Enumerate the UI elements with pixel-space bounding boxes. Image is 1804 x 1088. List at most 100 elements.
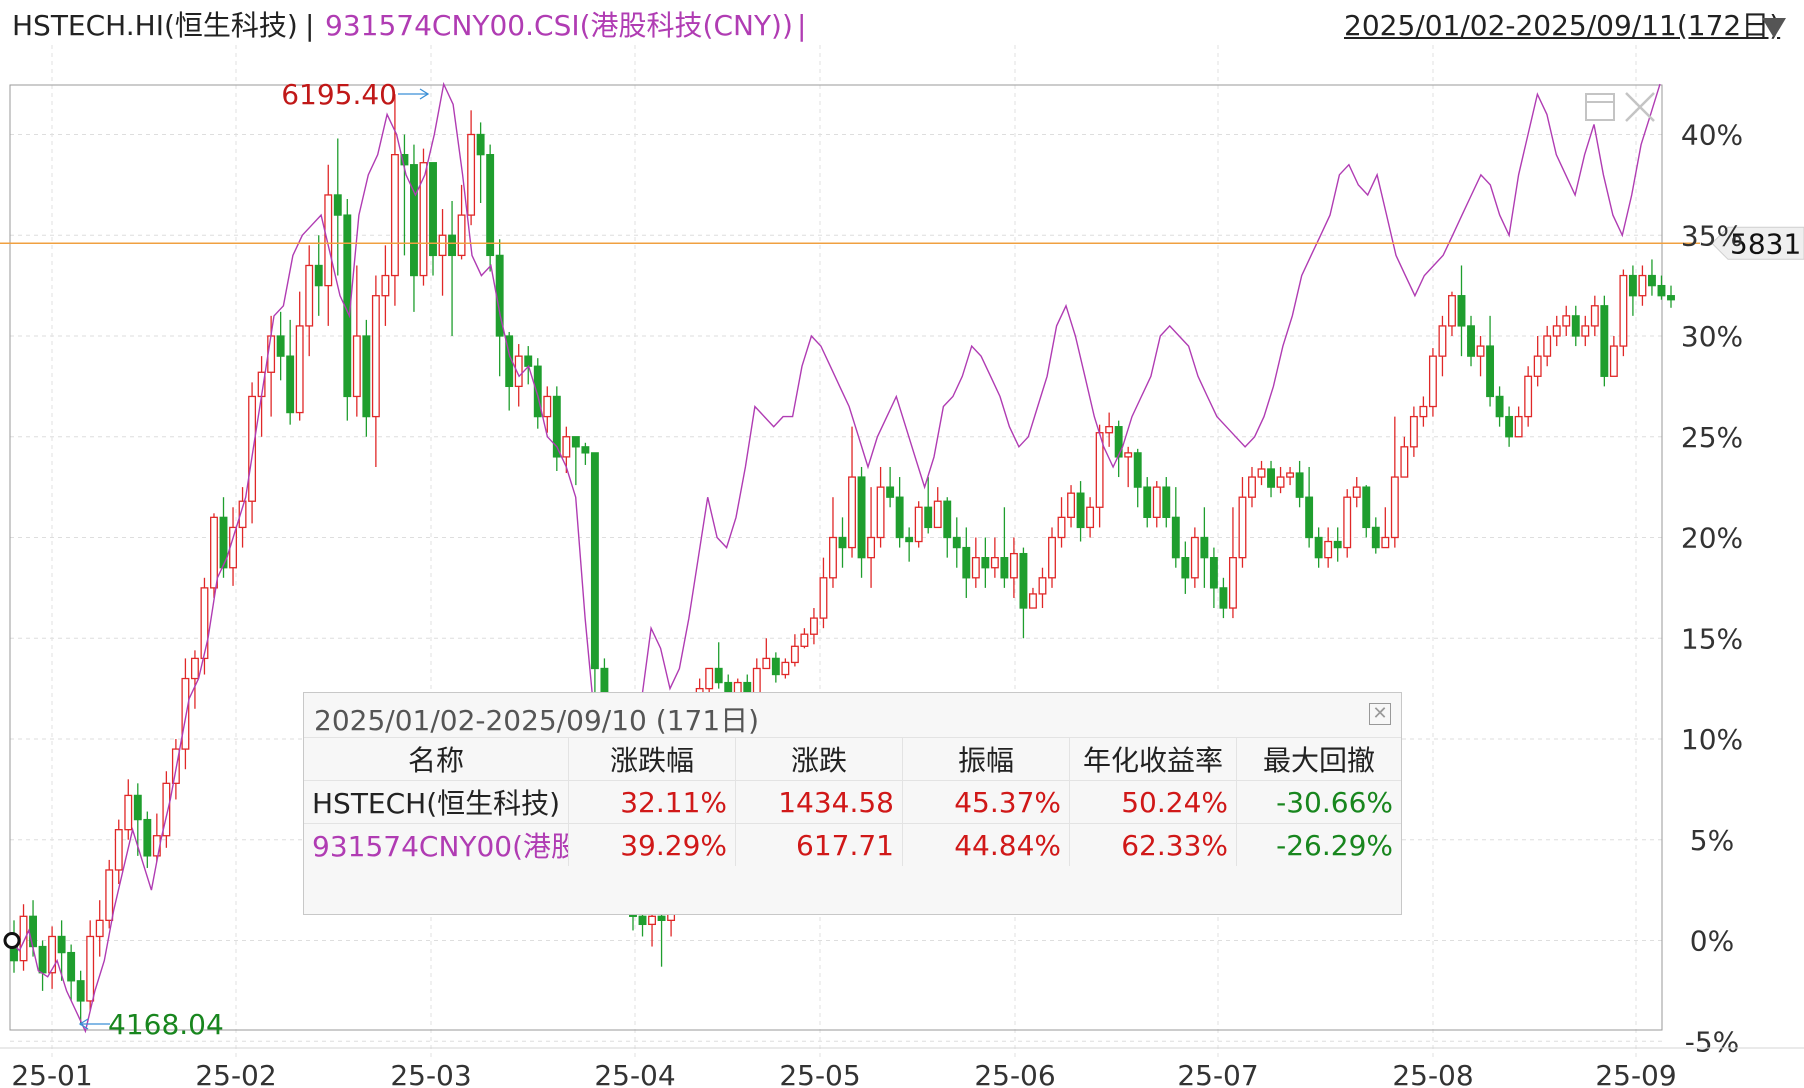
candle-body	[1333, 540, 1342, 549]
candle-body	[524, 355, 533, 367]
candle	[1200, 507, 1209, 588]
candle	[781, 658, 790, 679]
candle	[1362, 485, 1371, 538]
candle-body	[1305, 496, 1314, 539]
candle-body	[543, 395, 552, 418]
candle	[1257, 460, 1266, 486]
candle-body	[838, 536, 847, 549]
candle	[143, 811, 152, 868]
candle-body	[705, 667, 714, 690]
candle-body	[362, 335, 371, 418]
current-price-label: 5831.7	[1730, 227, 1804, 260]
candle	[467, 110, 476, 226]
triangle-down-icon[interactable]	[1762, 18, 1786, 38]
header-separator: |	[305, 9, 315, 42]
candle-body	[1505, 415, 1514, 438]
y-tick-label: 35%	[1681, 219, 1743, 252]
y-tick-label: -5%	[1685, 1025, 1740, 1058]
date-range-selector[interactable]: 2025/01/02-2025/09/11(172日)	[1344, 9, 1781, 42]
candle-body	[105, 869, 114, 921]
candle-body	[448, 234, 457, 257]
candle-body	[133, 794, 142, 821]
candle	[800, 628, 809, 649]
candle-body	[200, 587, 209, 660]
x-tick-label: 25-06	[974, 1059, 1055, 1088]
candle	[486, 144, 495, 272]
candle	[648, 910, 656, 947]
close-box-icon[interactable]: ✕	[1369, 703, 1391, 725]
candle	[571, 436, 580, 486]
max-price-label: 6195.40	[281, 78, 397, 111]
candle	[114, 819, 123, 885]
candle	[1543, 325, 1552, 367]
stats-change: 617.71	[735, 823, 903, 866]
candle-body	[381, 274, 390, 297]
candle	[362, 319, 371, 437]
candle	[1019, 547, 1028, 639]
index2-title[interactable]: 931574CNY00.CSI(港股科技(CNY))	[325, 9, 793, 42]
candle	[1305, 466, 1314, 548]
candle-body	[352, 335, 361, 398]
candle-body	[438, 234, 447, 257]
candle	[714, 642, 723, 689]
candle-body	[1667, 295, 1675, 301]
candle	[1238, 477, 1247, 568]
candle-body	[1476, 345, 1485, 357]
candle-body	[1381, 536, 1390, 549]
candle-body	[457, 214, 466, 257]
candle	[210, 513, 218, 598]
candle	[1267, 460, 1275, 498]
candle	[914, 501, 923, 548]
candle	[1190, 527, 1199, 588]
candle	[67, 944, 76, 1001]
window-restore-icon[interactable]	[1585, 93, 1615, 121]
candle-body	[476, 133, 485, 156]
candle-body	[1114, 426, 1123, 458]
candle	[38, 940, 47, 991]
candle	[1048, 527, 1056, 588]
candle-body	[1314, 536, 1323, 559]
candle-body	[1419, 405, 1428, 418]
candle-body	[67, 951, 76, 982]
close-icon[interactable]	[1625, 92, 1655, 122]
candle-body	[38, 945, 47, 974]
y-tick-label: 10%	[1681, 723, 1743, 756]
candle	[1314, 527, 1323, 568]
candle	[829, 497, 837, 588]
candle	[162, 771, 171, 848]
candle	[1181, 541, 1190, 594]
candle	[762, 638, 771, 670]
candle-body	[1276, 476, 1285, 488]
candle	[924, 477, 933, 534]
stats-change-pct: 32.11%	[568, 780, 736, 824]
candle-body	[29, 915, 37, 948]
candle	[1029, 587, 1037, 609]
candle	[1495, 386, 1504, 427]
min-marker-arrow	[78, 1018, 89, 1030]
candle-body	[638, 915, 647, 926]
candle-body	[124, 794, 133, 831]
col-header: 涨跌	[735, 737, 903, 781]
x-axis: 25-01 25-02 25-03 25-04 25-05 25-06 25-07 25-08…	[0, 1047, 1804, 1088]
chart-toolbar	[1585, 92, 1655, 122]
candle	[57, 920, 66, 981]
min-price-label: 4168.04	[108, 1008, 224, 1041]
candle	[400, 134, 409, 256]
candle-body	[143, 818, 152, 857]
x-tick-label: 25-07	[1177, 1059, 1258, 1088]
stats-row[interactable]: 931574CNY00(港股科技(CNY)) 39.29% 617.71 44.…	[304, 823, 1401, 866]
candle	[1571, 305, 1580, 347]
candle-body	[1600, 305, 1609, 377]
col-header: 名称	[304, 737, 569, 781]
candle	[286, 319, 295, 425]
candle-body	[1067, 492, 1076, 519]
candle	[1476, 336, 1485, 377]
index1-title[interactable]: HSTECH.HI(恒生科技)	[12, 9, 298, 42]
stats-row[interactable]: HSTECH(恒生科技) 32.11% 1434.58 45.37% 50.24…	[304, 780, 1401, 824]
candle-body	[943, 500, 952, 539]
candle-body	[1457, 295, 1466, 327]
candle-body	[324, 194, 333, 287]
stats-max-drawdown: -30.66%	[1236, 780, 1401, 824]
candle-body	[886, 486, 895, 498]
